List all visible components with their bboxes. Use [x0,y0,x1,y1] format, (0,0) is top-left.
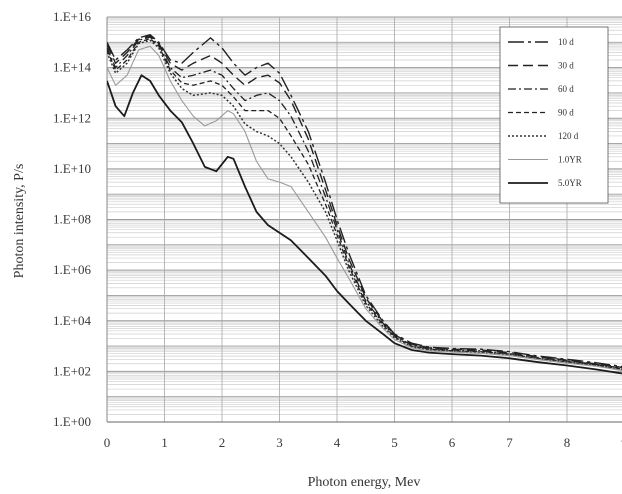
legend-label: 60 d [558,84,574,94]
y-tick-label: 1.E+08 [53,212,91,227]
legend-label: 1.0YR [558,155,582,165]
legend-label: 10 d [558,37,574,47]
y-tick-label: 1.E+12 [53,110,91,125]
x-tick-label: 4 [334,435,341,450]
legend-label: 90 d [558,108,574,118]
x-tick-labels: 0123456789 [104,435,622,450]
minor-grid [107,17,622,415]
legend: 10 d 30 d 60 d 90 d 120 d 1.0YR 5.0YR [499,26,609,204]
series-line-5-0yr [107,74,622,375]
legend-label: 30 d [558,61,574,71]
x-tick-label: 7 [506,435,513,450]
x-tick-label: 6 [449,435,456,450]
series-line-60-d [107,36,622,369]
y-tick-label: 1.E+16 [53,9,92,24]
series-line-90-d [107,37,622,370]
legend-label: 120 d [558,131,579,141]
x-tick-label: 0 [104,435,111,450]
y-tick-label: 1.E+06 [53,262,92,277]
x-axis-title: Photon energy, Mev [308,475,421,490]
x-tick-label: 2 [219,435,226,450]
series-line-10-d [107,34,622,368]
series-line-1-0yr [107,45,622,371]
y-tick-labels: 1.E+00 1.E+02 1.E+04 1.E+06 1.E+08 1.E+10 1.E+… [53,9,92,429]
legend-box [499,26,609,204]
y-tick-label: 1.E+02 [53,363,91,378]
y-tick-label: 1.E+04 [53,313,92,328]
y-tick-label: 1.E+14 [53,60,92,75]
y-axis-title: Photon intensity, P/s [12,164,27,279]
x-tick-label: 8 [564,435,571,450]
x-tick-label: 5 [391,435,398,450]
series-line-120-d [107,39,622,371]
y-tick-label: 1.E+10 [53,161,91,176]
x-tick-label: 1 [161,435,168,450]
legend-label: 5.0YR [558,178,582,188]
x-tick-label: 3 [276,435,283,450]
series-layer [107,34,622,375]
series-line-30-d [107,35,622,369]
y-tick-label: 1.E+00 [53,414,91,429]
